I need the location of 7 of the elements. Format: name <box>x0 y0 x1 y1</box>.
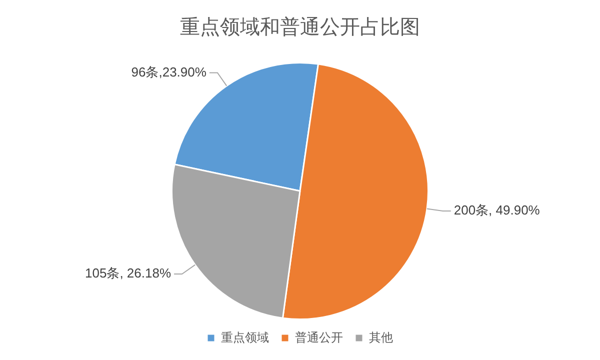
legend-label: 重点领域 <box>221 330 269 344</box>
legend-label: 其他 <box>369 330 393 344</box>
chart-title: 重点领域和普通公开占比图 <box>180 16 420 39</box>
legend-label: 普通公开 <box>295 330 343 344</box>
data-label: 105条, 26.18% <box>85 266 172 281</box>
data-label: 96条,23.90% <box>131 64 207 80</box>
data-label: 200条, 49.90% <box>454 202 540 218</box>
